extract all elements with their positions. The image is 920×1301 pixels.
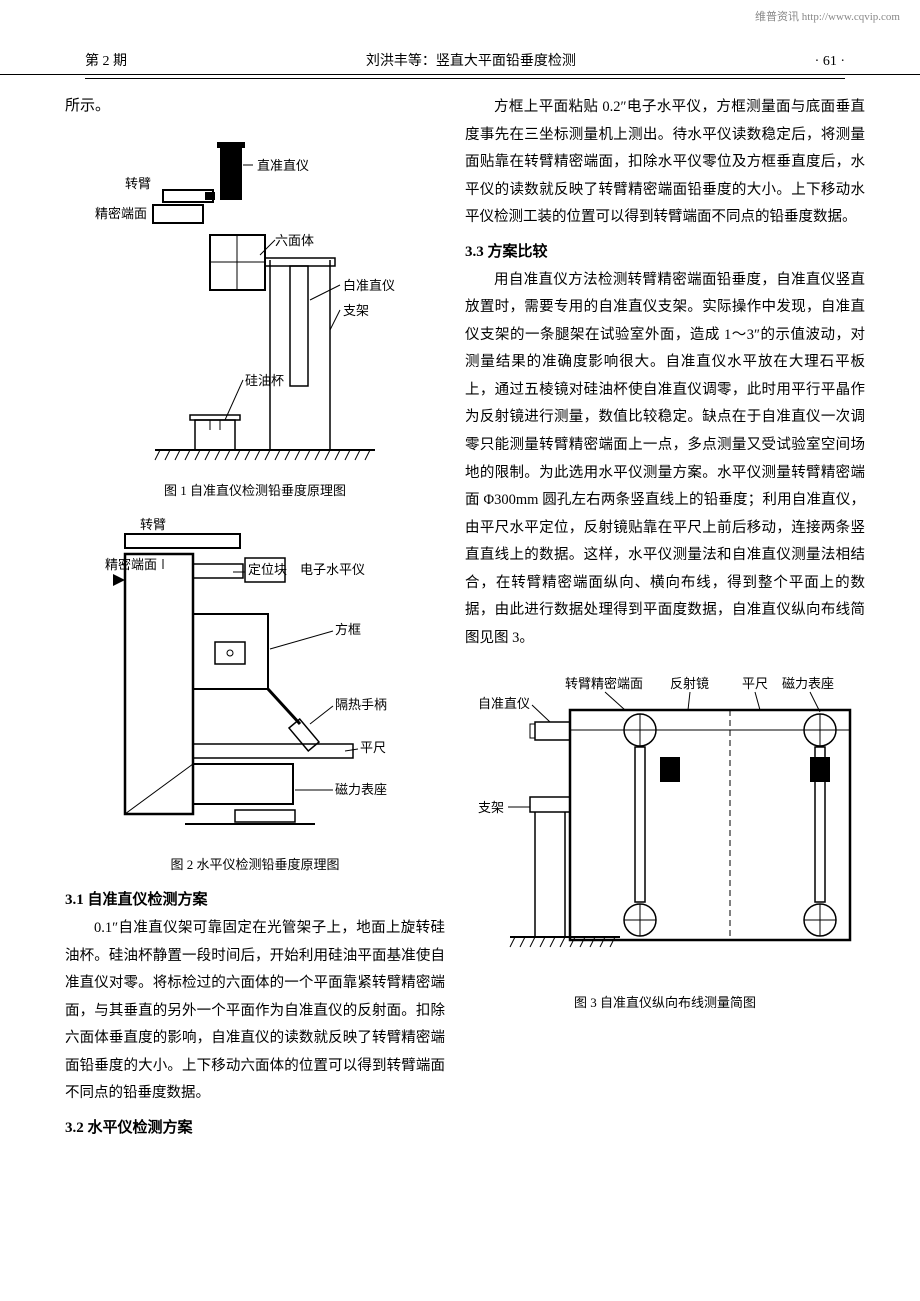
fig1-label-hex: 六面体 (275, 233, 314, 248)
right-column: 方框上平面粘贴 0.2″电子水平仪，方框测量面与底面垂直度事先在三坐标测量机上测… (465, 94, 865, 1143)
fig2-label-face: 精密端面 (105, 557, 157, 572)
fig2-label-ruler: 平尺 (360, 740, 386, 755)
watermark: 维普资讯 http://www.cqvip.com (755, 8, 900, 24)
sec-3-1-body: 0.1″自准直仪架可靠固定在光管架子上，地面上旋转硅油杯。硅油杯静置一段时间后，… (65, 915, 445, 1108)
fig3-label-ruler: 平尺 (742, 676, 768, 691)
fig2-label-frame: 方框 (335, 622, 361, 637)
issue-number: 第 2 期 (85, 50, 127, 70)
fig2-label-locate: 定位块 (248, 562, 287, 577)
page-number: · 61 · (815, 54, 845, 70)
fig1-label-face: 精密端面 (95, 206, 147, 221)
fig3-label-auto: 自准直仪 (478, 696, 530, 711)
right-para-1: 方框上平面粘贴 0.2″电子水平仪，方框测量面与底面垂直度事先在三坐标测量机上测… (465, 94, 865, 232)
sec-3-1-title: 3.1 自准直仪检测方案 (65, 888, 445, 909)
figure-1-caption: 图 1 自准直仪检测铅垂度原理图 (65, 480, 445, 499)
fig3-label-support: 支架 (478, 800, 504, 815)
fig2-label-mag: 磁力表座 (335, 782, 387, 797)
figure-3: 转臂精密端面 反射镜 平尺 磁力表座 自准直仪 支架 (465, 672, 865, 982)
fig3-label-mag: 磁力表座 (782, 676, 834, 691)
fig1-label-cup: 硅油杯 (245, 373, 284, 388)
continued-text: 所示。 (65, 94, 445, 115)
fig1-label-support: 支架 (343, 303, 369, 318)
sec-3-3-body: 用自准直仪方法检测转臂精密端面铅垂度，自准直仪竖直放置时，需要专用的自准直仪支架… (465, 267, 865, 653)
fig1-label-collimator: 直准直仪 (257, 158, 309, 173)
fig2-label-handle: 隔热手柄 (335, 697, 387, 712)
header-rule (85, 77, 845, 79)
fig3-label-mirror: 反射镜 (670, 676, 709, 691)
figure-2-caption: 图 2 水平仪检测铅垂度原理图 (65, 854, 445, 873)
figure-2-svg: 转臂 精密端面 定位块 电子水平仪 方框 隔热手柄 平尺 磁力表座 (85, 514, 425, 844)
content-area: 所示。 (0, 94, 920, 1143)
fig1-label-auto: 白准直仪 (343, 278, 395, 293)
header-title: 刘洪丰等：竖直大平面铅垂度检测 (366, 50, 576, 70)
figure-3-caption: 图 3 自准直仪纵向布线测量简图 (465, 992, 865, 1011)
figure-1-svg: 直准直仪 转臂 精密端面 六面体 白准直仪 支架 硅油杯 (95, 130, 415, 470)
fig3-label-face: 转臂精密端面 (565, 676, 643, 691)
figure-2: 转臂 精密端面 定位块 电子水平仪 方框 隔热手柄 平尺 磁力表座 (65, 514, 445, 844)
figure-3-svg: 转臂精密端面 反射镜 平尺 磁力表座 自准直仪 支架 (470, 672, 860, 982)
fig2-label-arm: 转臂 (140, 517, 166, 532)
sec-3-3-title: 3.3 方案比较 (465, 240, 865, 261)
left-column: 所示。 (40, 94, 445, 1143)
fig2-label-level: 电子水平仪 (300, 562, 365, 577)
figure-1: 直准直仪 转臂 精密端面 六面体 白准直仪 支架 硅油杯 (65, 130, 445, 470)
fig1-label-arm: 转臂 (125, 176, 151, 191)
sec-3-2-title: 3.2 水平仪检测方案 (65, 1116, 445, 1137)
